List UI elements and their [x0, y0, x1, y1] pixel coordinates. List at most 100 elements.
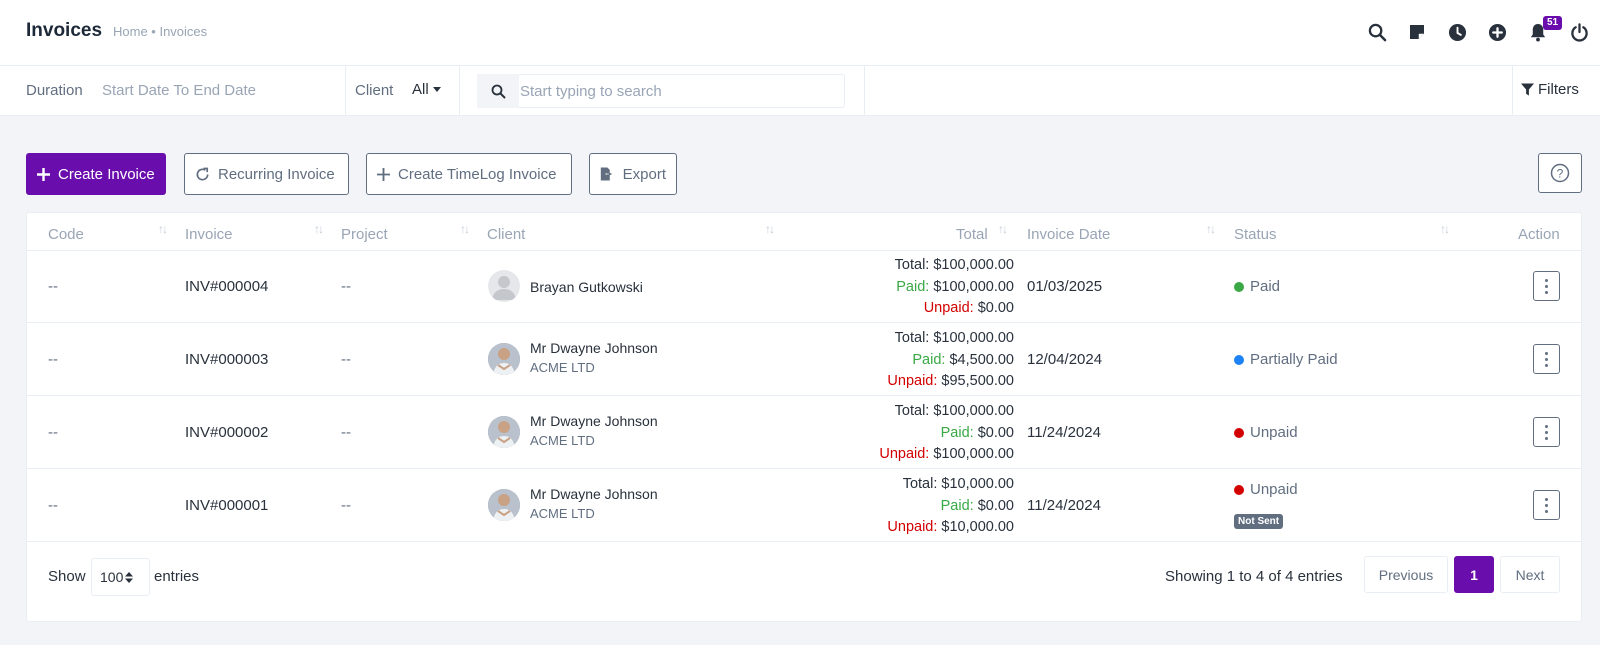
power-icon[interactable]	[1567, 20, 1591, 44]
row-actions-button[interactable]	[1533, 417, 1560, 447]
breadcrumb[interactable]: Home • Invoices	[113, 24, 208, 39]
sort-icon[interactable]: ↑↓	[1440, 222, 1450, 236]
amount-unpaid: Unpaid: $10,000.00	[814, 519, 1014, 535]
cell-project: --	[341, 278, 351, 295]
row-divider	[27, 468, 1581, 469]
row-actions-button[interactable]	[1533, 344, 1560, 374]
divider	[864, 66, 865, 115]
help-button[interactable]: ?	[1538, 153, 1582, 193]
sort-icon[interactable]: ↑↓	[998, 222, 1008, 236]
create-invoice-button[interactable]: Create Invoice	[26, 153, 166, 195]
cell-invoice-link[interactable]: INV#000002	[185, 424, 269, 441]
sort-icon[interactable]: ↑↓	[1206, 222, 1216, 236]
filters-button[interactable]: Filters	[1521, 81, 1579, 98]
plus-icon	[377, 167, 390, 181]
client-select-value: All	[412, 81, 429, 98]
page-1-button[interactable]: 1	[1454, 556, 1494, 593]
column-header-action: Action	[1518, 226, 1560, 243]
avatar[interactable]	[488, 416, 520, 448]
sort-icon[interactable]: ↑↓	[765, 222, 775, 236]
paid-value: $100,000.00	[933, 279, 1014, 295]
column-header-invoice-date[interactable]: Invoice Date	[1027, 226, 1111, 243]
sort-icon[interactable]: ↑↓	[314, 222, 324, 236]
status-label: Partially Paid	[1250, 351, 1338, 368]
total-value: $100,000.00	[933, 257, 1014, 273]
duration-label: Duration	[26, 82, 83, 99]
page-title: Invoices	[26, 20, 103, 41]
column-header-invoice[interactable]: Invoice	[185, 226, 233, 243]
total-value: $10,000.00	[941, 476, 1014, 492]
not-sent-badge: Not Sent	[1234, 514, 1284, 529]
export-button[interactable]: Export	[589, 153, 677, 195]
status-dot	[1234, 484, 1244, 495]
sort-arrows-icon	[125, 571, 134, 583]
client-select[interactable]: All	[412, 81, 441, 98]
paid-value: $0.00	[977, 498, 1014, 514]
duration-date-range[interactable]: Start Date To End Date	[102, 82, 256, 99]
status-partially-paid: Partially Paid	[1234, 351, 1338, 368]
amount-unpaid: Unpaid: $95,500.00	[814, 373, 1014, 389]
cell-project: --	[341, 424, 351, 441]
status-dot	[1234, 281, 1244, 292]
column-header-total[interactable]: Total	[956, 226, 988, 243]
cell-invoice-link[interactable]: INV#000001	[185, 497, 269, 514]
avatar[interactable]	[488, 489, 520, 521]
column-header-project[interactable]: Project	[341, 226, 388, 243]
total-value: $100,000.00	[933, 330, 1014, 346]
question-icon: ?	[1550, 163, 1570, 183]
create-invoice-label: Create Invoice	[58, 165, 155, 183]
cell-invoice-date: 01/03/2025	[1027, 278, 1103, 295]
unpaid-value: $95,500.00	[941, 373, 1014, 389]
column-header-client[interactable]: Client	[487, 226, 526, 243]
refresh-icon	[196, 167, 209, 180]
bell-icon[interactable]	[1526, 20, 1550, 44]
create-timelog-invoice-button[interactable]: Create TimeLog Invoice	[366, 153, 572, 195]
column-header-status[interactable]: Status	[1234, 226, 1277, 243]
unpaid-value: $0.00	[977, 300, 1014, 316]
show-label: Show	[48, 568, 86, 585]
cell-invoice-link[interactable]: INV#000004	[185, 278, 269, 295]
avatar[interactable]	[488, 270, 520, 302]
recurring-invoice-button[interactable]: Recurring Invoice	[184, 153, 349, 195]
amount-total: Total: $100,000.00	[814, 403, 1014, 419]
cell-code: --	[48, 424, 58, 441]
amount-paid: Paid: $100,000.00	[814, 279, 1014, 295]
header-divider	[27, 250, 1581, 251]
search-input[interactable]	[520, 75, 842, 107]
unpaid-label: Unpaid:	[879, 446, 930, 462]
total-label: Total:	[894, 257, 930, 273]
row-divider	[27, 395, 1581, 396]
sort-icon[interactable]: ↑↓	[158, 222, 168, 236]
status-label: Unpaid	[1250, 424, 1298, 441]
row-actions-button[interactable]	[1533, 490, 1560, 520]
client-name[interactable]: Brayan Gutkowski	[530, 279, 643, 295]
client-name[interactable]: Mr Dwayne Johnson	[530, 413, 658, 429]
client-name[interactable]: Mr Dwayne Johnson	[530, 340, 658, 356]
cell-invoice-date: 11/24/2024	[1027, 424, 1101, 441]
client-photo-icon	[488, 416, 520, 448]
unpaid-label: Unpaid:	[887, 373, 938, 389]
entries-per-page-select[interactable]: 100	[91, 558, 150, 596]
add-circle-icon[interactable]	[1485, 20, 1509, 44]
column-header-code[interactable]: Code	[48, 226, 84, 243]
search-icon[interactable]	[1365, 20, 1389, 44]
client-name[interactable]: Mr Dwayne Johnson	[530, 486, 658, 502]
status-label: Unpaid	[1250, 481, 1298, 498]
recurring-invoice-label: Recurring Invoice	[218, 165, 335, 183]
total-label: Total:	[894, 330, 930, 346]
total-value: $100,000.00	[933, 403, 1014, 419]
status-unpaid: Unpaid	[1234, 424, 1298, 441]
paid-label: Paid:	[940, 498, 974, 514]
sticky-note-icon[interactable]	[1405, 20, 1429, 44]
client-company: ACME LTD	[530, 433, 595, 448]
avatar[interactable]	[488, 343, 520, 375]
sort-icon[interactable]: ↑↓	[460, 222, 470, 236]
filter-icon	[1521, 83, 1534, 96]
amount-paid: Paid: $0.00	[814, 498, 1014, 514]
cell-invoice-link[interactable]: INV#000003	[185, 351, 269, 368]
row-actions-button[interactable]	[1533, 271, 1560, 301]
amount-paid: Paid: $4,500.00	[814, 352, 1014, 368]
clock-icon[interactable]	[1445, 20, 1469, 44]
previous-page-button[interactable]: Previous	[1364, 556, 1448, 593]
next-page-button[interactable]: Next	[1500, 556, 1560, 593]
